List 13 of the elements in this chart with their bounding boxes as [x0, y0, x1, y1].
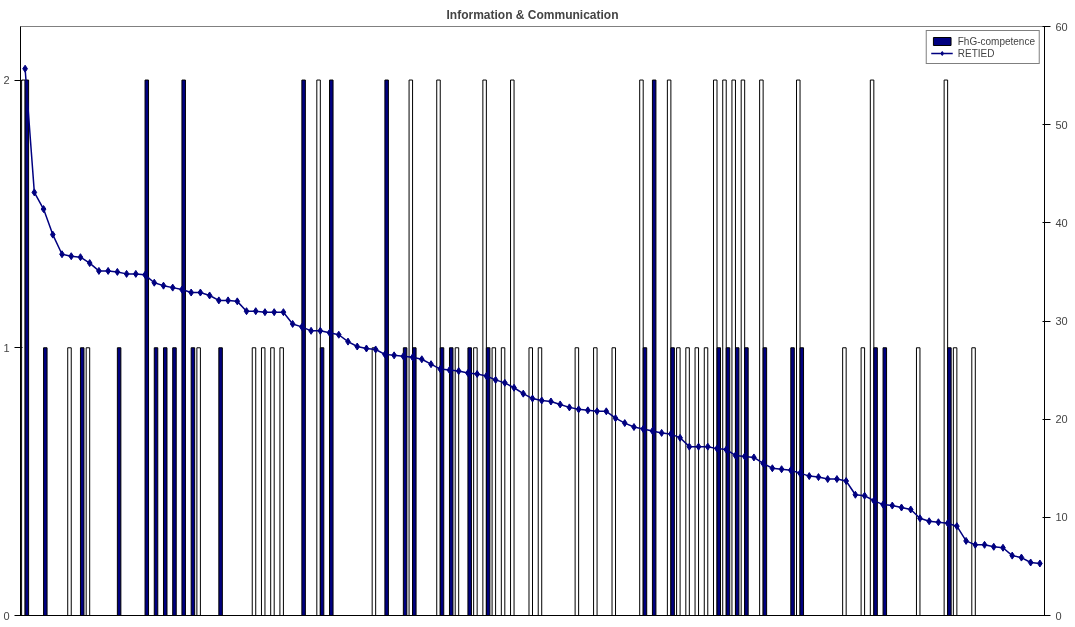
legend-label: FhG-competence [957, 35, 1035, 47]
y2-tick-label: 0 [1055, 609, 1062, 622]
legend-label: RETIED [957, 47, 995, 59]
y-tick-label: 1 [3, 341, 10, 354]
y-tick-label: 0 [3, 609, 10, 622]
y2-tick-label: 60 [1055, 20, 1068, 33]
y2-tick-label: 30 [1055, 315, 1068, 327]
y-tick-label: 2 [3, 74, 10, 87]
y2-tick-label: 50 [1055, 118, 1068, 131]
y2-tick-label: 10 [1055, 511, 1068, 524]
y2-tick-label: 20 [1055, 413, 1068, 426]
y2-tick-label: 40 [1055, 216, 1068, 229]
chart-title: Information & Communication [446, 7, 619, 22]
